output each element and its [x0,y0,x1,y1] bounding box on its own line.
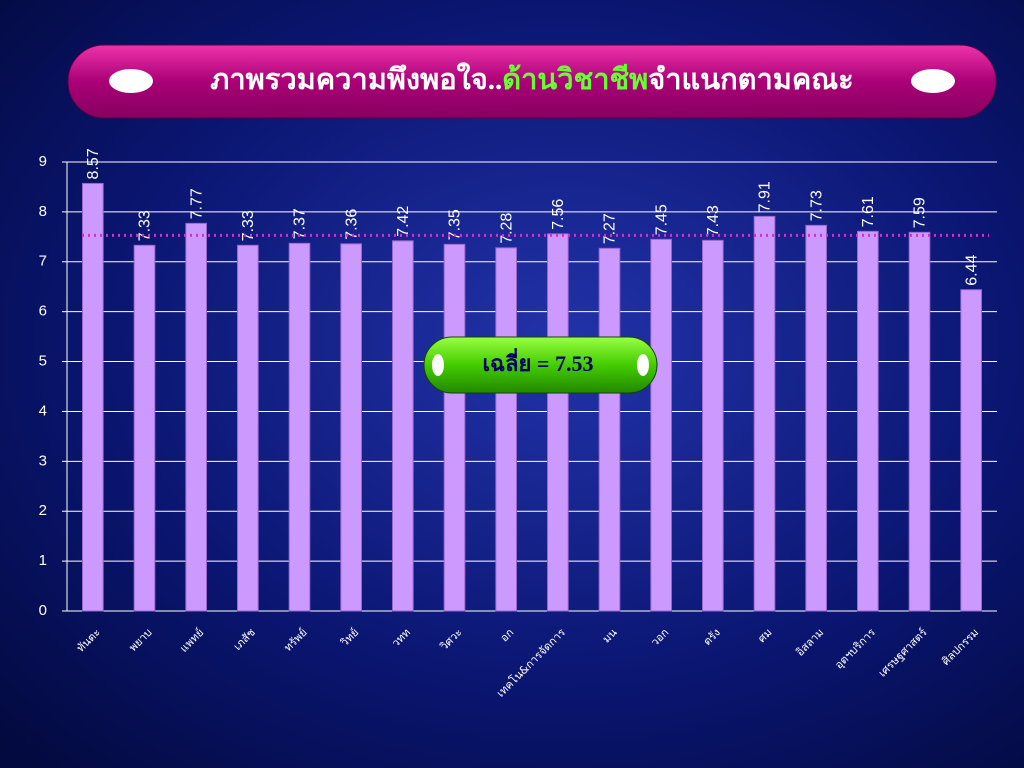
y-tick-label: 8 [39,203,47,220]
bar [82,182,104,612]
value-label: 7.28 [498,213,515,244]
value-label: 6.44 [963,254,980,285]
value-label: 7.59 [912,197,929,228]
value-label: 7.77 [188,188,205,219]
chart-title: ภาพรวมความพึงพอใจ..ด้านวิชาชีพจำแนกตามคณ… [210,62,854,96]
value-label: 7.42 [395,206,412,237]
value-label: 7.43 [705,205,722,236]
banner-knob [911,69,955,93]
value-label: 7.33 [137,210,154,241]
y-tick-label: 2 [39,502,47,519]
bar [340,243,363,612]
bar [288,242,311,612]
bar [805,224,827,612]
value-label: 7.35 [447,209,464,240]
box-knob [637,354,649,376]
value-label: 7.33 [240,210,257,241]
value-label: 7.45 [653,204,670,235]
bar [495,247,518,612]
y-tick-label: 7 [39,253,47,270]
y-tick-label: 3 [39,452,47,469]
y-tick-label: 0 [39,602,47,619]
value-label: 7.73 [808,190,825,221]
box-knob [432,354,444,376]
y-tick-label: 1 [39,552,47,569]
value-label: 7.61 [860,196,877,227]
y-tick-label: 6 [39,303,47,320]
y-tick-label: 4 [39,402,47,419]
bar [650,238,672,612]
y-tick-label: 5 [39,353,47,370]
bar [857,230,879,612]
annotation-group: เฉลี่ย = 7.53 [423,336,658,394]
bar [392,240,414,612]
y-tick-label: 9 [39,153,47,170]
bar [702,239,724,612]
value-label: 7.36 [343,209,360,240]
bar [133,244,156,612]
bar [753,215,776,612]
title-highlight: ด้านวิชาชีพ [502,64,648,96]
bar [598,247,621,612]
title-banner [67,44,997,119]
value-label: 7.56 [550,199,567,230]
value-label: 7.37 [292,208,309,239]
bar [960,289,982,612]
annotation-box [423,336,658,394]
bar [237,244,259,612]
bar [185,222,207,612]
value-label: 8.57 [85,148,102,179]
bar [443,243,466,612]
annotation: เฉลี่ย = 7.53 [483,347,594,376]
banner-knob [109,69,153,93]
title-part: ภาพรวมความพึงพอใจ.. [210,62,502,96]
title-part: จำแนกตามคณะ [648,64,853,96]
value-label: 7.91 [757,181,774,212]
value-label: 7.27 [602,213,619,244]
bar [547,233,569,612]
bar [908,231,931,612]
